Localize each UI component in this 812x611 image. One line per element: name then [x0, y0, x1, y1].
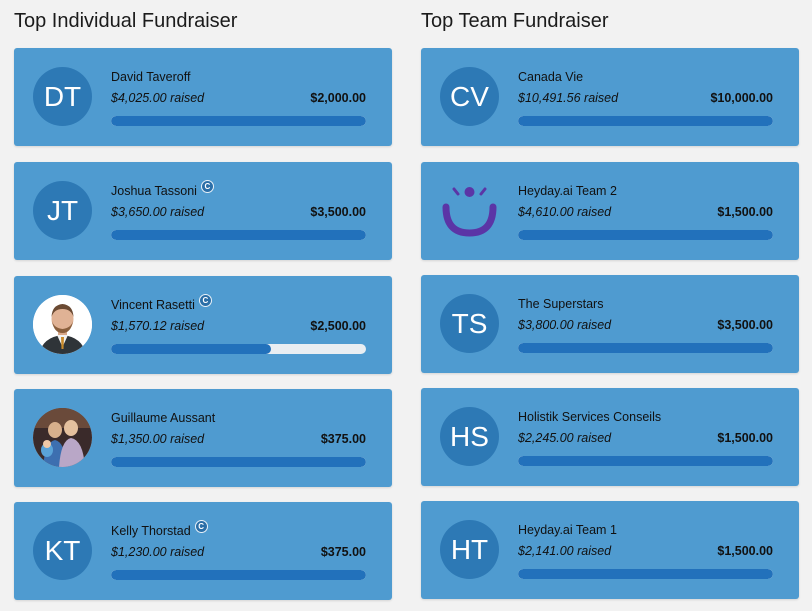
fundraiser-name[interactable]: Vincent Rasetti: [111, 298, 195, 312]
progress-bar: [518, 569, 773, 579]
team-name[interactable]: The Superstars: [518, 297, 604, 311]
raised-amount: $3,650.00 raised: [111, 205, 205, 219]
fundraiser-name[interactable]: David Taveroff: [111, 70, 191, 84]
progress-bar: [111, 116, 366, 126]
progress-fill: [518, 456, 773, 466]
avatar: CV: [440, 67, 499, 126]
raised-amount: $4,025.00 raised: [111, 91, 205, 105]
progress-bar: [111, 230, 366, 240]
avatar: TS: [440, 294, 499, 353]
captain-badge-icon: C: [194, 519, 208, 533]
fundraiser-name[interactable]: Joshua Tassoni: [111, 184, 197, 198]
team-name[interactable]: Canada Vie: [518, 70, 584, 84]
team-title: Top Team Fundraiser: [421, 10, 609, 32]
progress-bar: [518, 230, 773, 240]
fundraiser-name[interactable]: Kelly Thorstad: [111, 524, 191, 538]
avatar: HS: [440, 407, 499, 466]
team-card[interactable]: CV Canada Vie $10,491.56 raised $10,000.…: [421, 48, 799, 146]
progress-bar: [518, 116, 773, 126]
team-name[interactable]: Holistik Services Conseils: [518, 410, 662, 424]
progress-fill: [518, 569, 773, 579]
progress-bar: [111, 344, 366, 354]
goal-amount: $2,000.00: [310, 91, 366, 105]
profile-photo-avatar: [33, 408, 92, 467]
goal-amount: $3,500.00: [717, 318, 773, 332]
progress-fill: [111, 570, 366, 580]
fundraiser-card[interactable]: DT David Taveroff $4,025.00 raised $2,00…: [14, 48, 392, 146]
progress-fill: [518, 343, 773, 353]
raised-amount: $3,800.00 raised: [518, 318, 612, 332]
raised-amount: $4,610.00 raised: [518, 205, 612, 219]
goal-amount: $2,500.00: [310, 319, 366, 333]
avatar: JT: [33, 181, 92, 240]
fundraiser-card[interactable]: Vincent Rasetti C $1,570.12 raised $2,500…: [14, 276, 392, 374]
raised-amount: $10,491.56 raised: [518, 91, 619, 105]
captain-badge-icon: C: [198, 293, 212, 307]
individual-title: Top Individual Fundraiser: [14, 10, 238, 32]
raised-amount: $2,245.00 raised: [518, 431, 612, 445]
goal-amount: $375.00: [320, 432, 366, 446]
progress-bar: [518, 456, 773, 466]
fundraiser-card[interactable]: JT Joshua Tassoni C $3,650.00 raised $3,5…: [14, 162, 392, 260]
progress-fill: [111, 116, 366, 126]
raised-amount: $1,350.00 raised: [111, 432, 205, 446]
progress-fill: [111, 344, 272, 354]
team-name[interactable]: Heyday.ai Team 2: [518, 184, 617, 198]
progress-fill: [518, 116, 773, 126]
raised-amount: $1,570.12 raised: [111, 319, 205, 333]
goal-amount: $375.00: [320, 545, 366, 559]
avatar: KT: [33, 521, 92, 580]
fundraiser-card[interactable]: Guillaume Aussant $1,350.00 raised $375.…: [14, 389, 392, 487]
raised-amount: $1,230.00 raised: [111, 545, 205, 559]
heyday-logo-icon: [440, 181, 499, 240]
progress-fill: [111, 230, 366, 240]
progress-fill: [518, 230, 773, 240]
goal-amount: $10,000.00: [710, 91, 773, 105]
fundraiser-name[interactable]: Guillaume Aussant: [111, 411, 216, 425]
team-name[interactable]: Heyday.ai Team 1: [518, 523, 617, 537]
team-card[interactable]: HS Holistik Services Conseils $2,245.00 …: [421, 388, 799, 486]
goal-amount: $1,500.00: [717, 431, 773, 445]
progress-bar: [111, 457, 366, 467]
progress-bar: [518, 343, 773, 353]
avatar: HT: [440, 520, 499, 579]
captain-badge-icon: C: [200, 179, 214, 193]
goal-amount: $1,500.00: [717, 205, 773, 219]
profile-photo-avatar: [33, 295, 92, 354]
avatar: DT: [33, 67, 92, 126]
progress-fill: [111, 457, 366, 467]
progress-bar: [111, 570, 366, 580]
goal-amount: $3,500.00: [310, 205, 366, 219]
raised-amount: $2,141.00 raised: [518, 544, 612, 558]
team-card[interactable]: Heyday.ai Team 2 $4,610.00 raised $1,500…: [421, 162, 799, 260]
goal-amount: $1,500.00: [717, 544, 773, 558]
fundraiser-card[interactable]: KT Kelly Thorstad C $1,230.00 raised $375…: [14, 502, 392, 600]
team-card[interactable]: HT Heyday.ai Team 1 $2,141.00 raised $1,…: [421, 501, 799, 599]
team-card[interactable]: TS The Superstars $3,800.00 raised $3,50…: [421, 275, 799, 373]
